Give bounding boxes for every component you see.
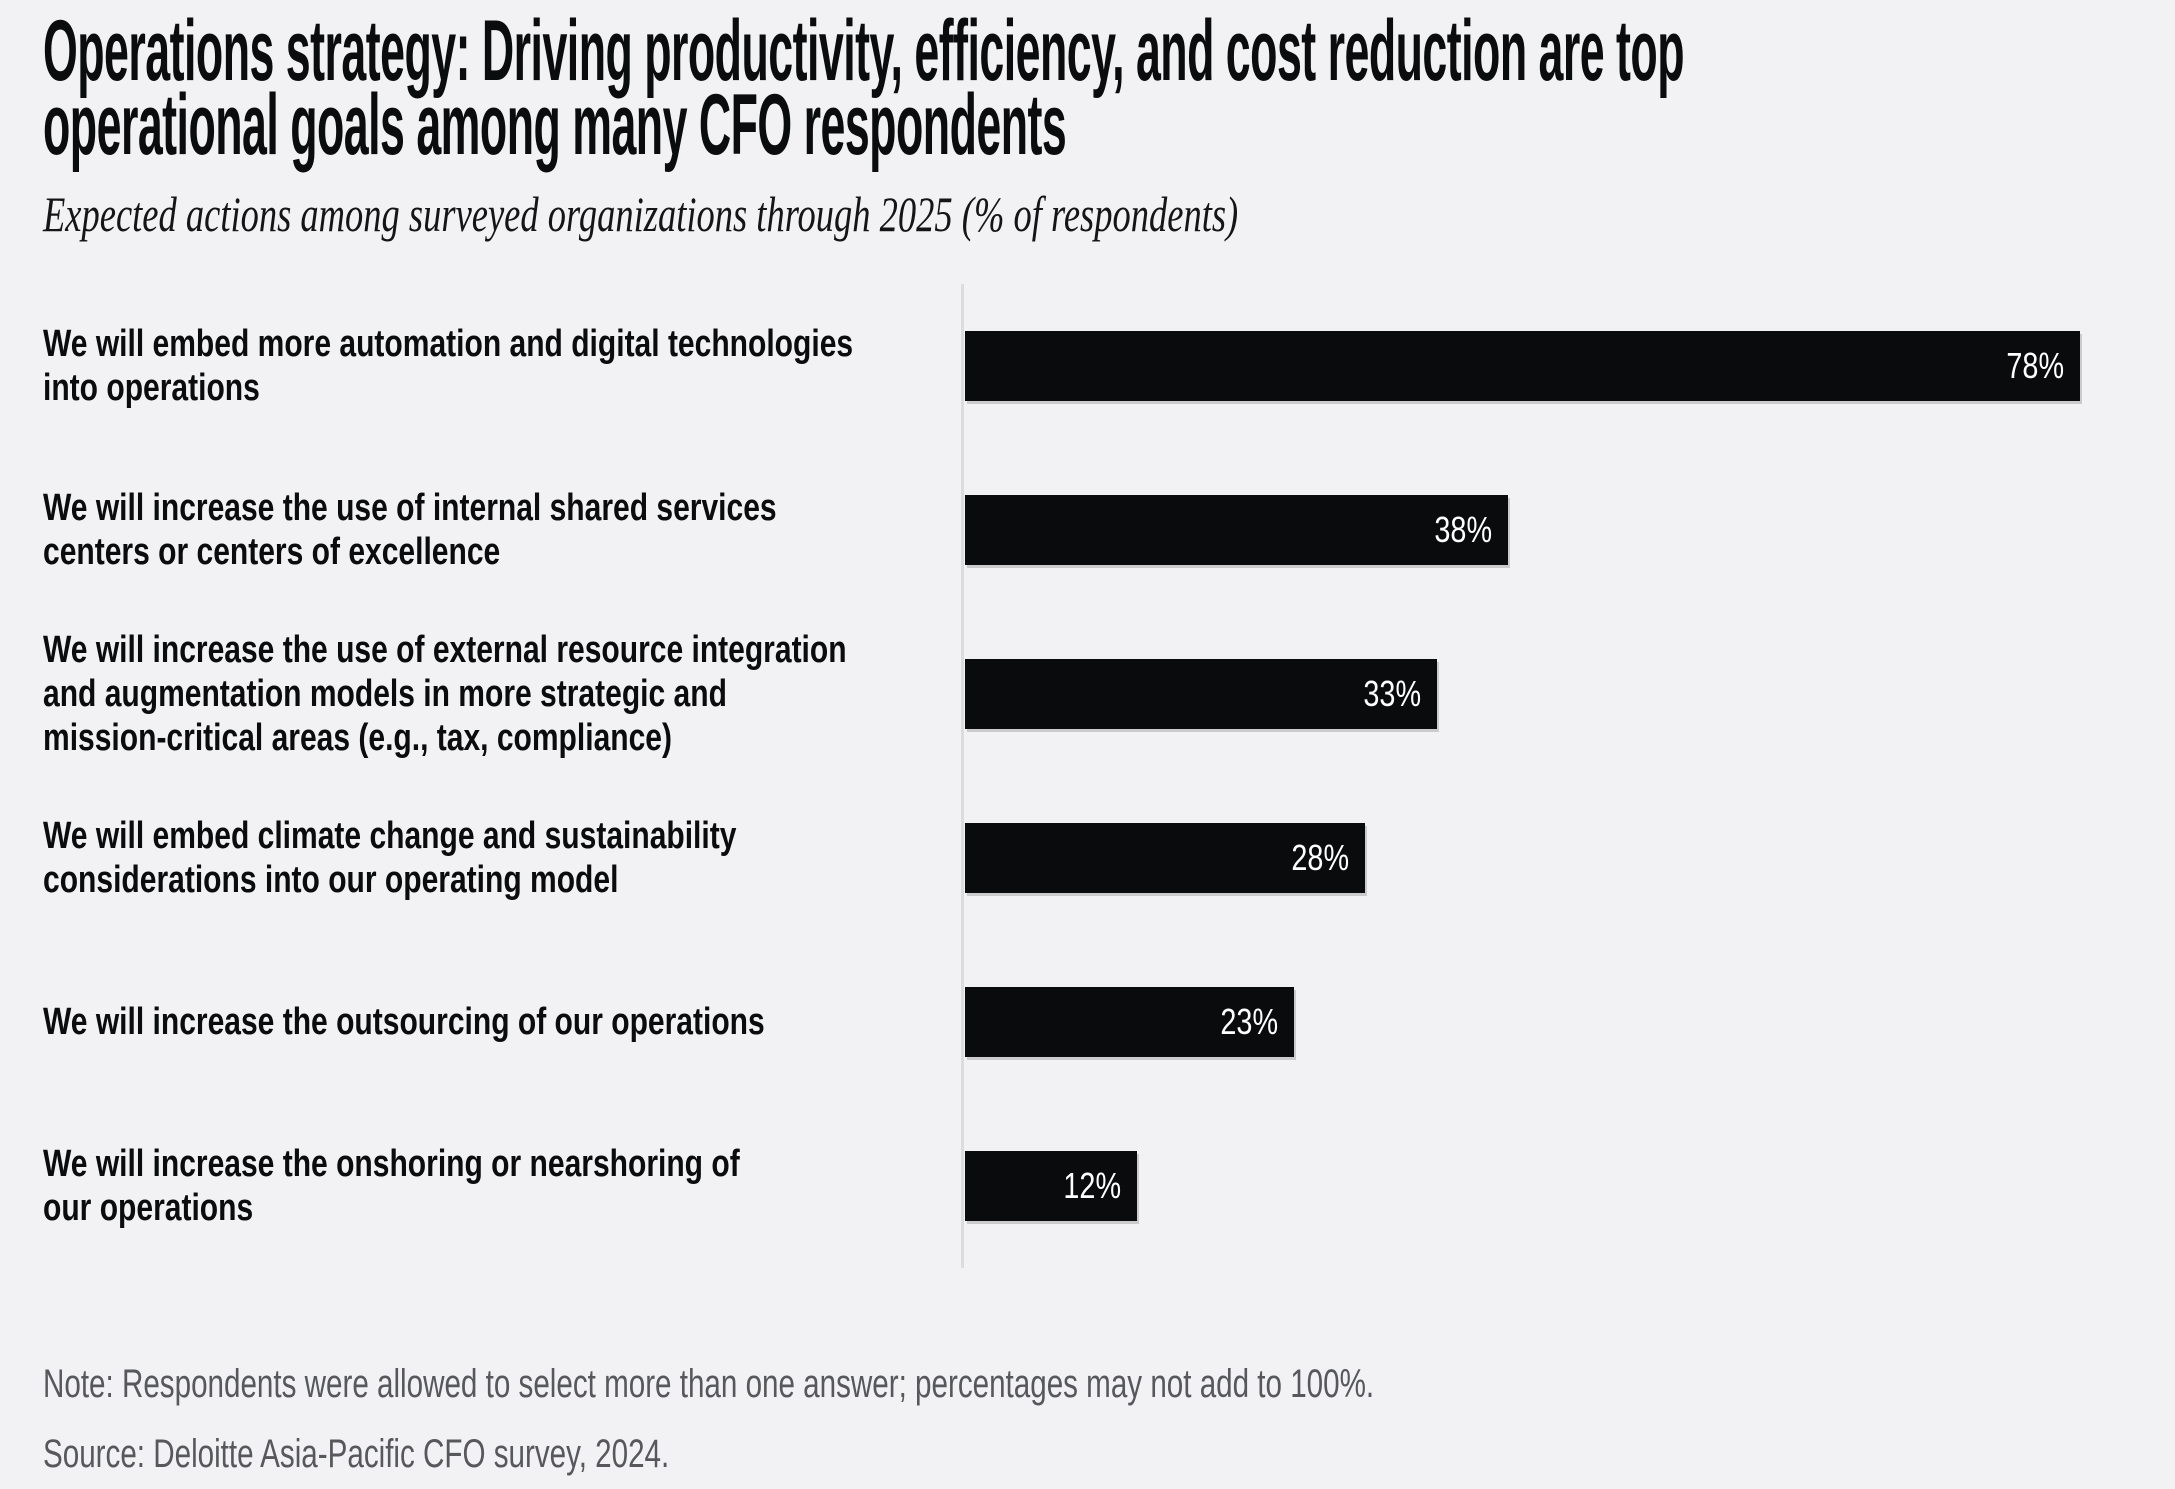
category-label: We will increase the use of external res… [43, 628, 952, 760]
bar-row: We will increase the outsourcing of our … [0, 940, 2175, 1104]
bar-chart: We will embed more automation and digita… [0, 284, 2175, 1268]
plot-row: 33% [961, 659, 1437, 729]
bar: 23% [965, 987, 1294, 1057]
bar: 33% [965, 659, 1437, 729]
bar: 38% [965, 495, 1508, 565]
plot-row: 23% [961, 987, 1294, 1057]
bar-row: We will embed more automation and digita… [0, 284, 2175, 448]
category-label: We will embed more automation and digita… [43, 322, 952, 410]
category-label-cell: We will increase the use of internal sha… [0, 486, 961, 574]
category-label-line: We will increase the use of external res… [43, 629, 847, 671]
category-label-line: into operations [43, 367, 260, 409]
bar-row: We will embed climate change and sustain… [0, 776, 2175, 940]
category-label-line: considerations into our operating model [43, 859, 619, 901]
y-axis-line [961, 284, 964, 1268]
category-label-cell: We will increase the onshoring or nearsh… [0, 1142, 961, 1230]
chart-source: Source: Deloitte Asia-Pacific CFO survey… [43, 1432, 670, 1476]
category-label-cell: We will increase the use of external res… [0, 628, 961, 760]
value-label: 23% [1220, 1001, 1278, 1042]
bar: 12% [965, 1151, 1137, 1221]
category-label-line: We will embed more automation and digita… [43, 323, 854, 365]
category-label-line: our operations [43, 1187, 254, 1229]
category-label-line: We will increase the outsourcing of our … [43, 1001, 765, 1043]
value-label: 38% [1434, 509, 1492, 550]
category-label-line: and augmentation models in more strategi… [43, 673, 727, 715]
bar-row: We will increase the use of internal sha… [0, 448, 2175, 612]
value-label: 33% [1363, 673, 1421, 714]
bar-row: We will increase the use of external res… [0, 612, 2175, 776]
value-label: 78% [2006, 345, 2064, 386]
category-label-line: mission-critical areas (e.g., tax, compl… [43, 717, 673, 759]
chart-title-line: operational goals among many CFO respond… [43, 77, 1067, 173]
category-label-line: centers or centers of excellence [43, 531, 501, 573]
value-label: 12% [1063, 1165, 1121, 1206]
plot-row: 38% [961, 495, 1508, 565]
value-label: 28% [1291, 837, 1349, 878]
category-label: We will embed climate change and sustain… [43, 814, 952, 902]
category-label-line: We will increase the onshoring or nearsh… [43, 1143, 740, 1185]
category-label-cell: We will increase the outsourcing of our … [0, 1000, 961, 1044]
plot-row: 78% [961, 331, 2080, 401]
bar: 28% [965, 823, 1365, 893]
category-label-line: We will embed climate change and sustain… [43, 815, 737, 857]
category-label: We will increase the use of internal sha… [43, 486, 952, 574]
category-label-cell: We will embed more automation and digita… [0, 322, 961, 410]
chart-note: Note: Respondents were allowed to select… [43, 1362, 1375, 1406]
category-label-cell: We will embed climate change and sustain… [0, 814, 961, 902]
chart-title: Operations strategy: Driving productivit… [43, 3, 2071, 173]
chart-subtitle: Expected actions among surveyed organiza… [43, 186, 1239, 242]
category-label: We will increase the onshoring or nearsh… [43, 1142, 952, 1230]
category-label: We will increase the outsourcing of our … [43, 1000, 952, 1044]
category-label-line: We will increase the use of internal sha… [43, 487, 777, 529]
chart-title-line: Operations strategy: Driving productivit… [43, 3, 1685, 99]
plot-row: 12% [961, 1151, 1137, 1221]
plot-row: 28% [961, 823, 1365, 893]
bar: 78% [965, 331, 2080, 401]
bar-row: We will increase the onshoring or nearsh… [0, 1104, 2175, 1268]
